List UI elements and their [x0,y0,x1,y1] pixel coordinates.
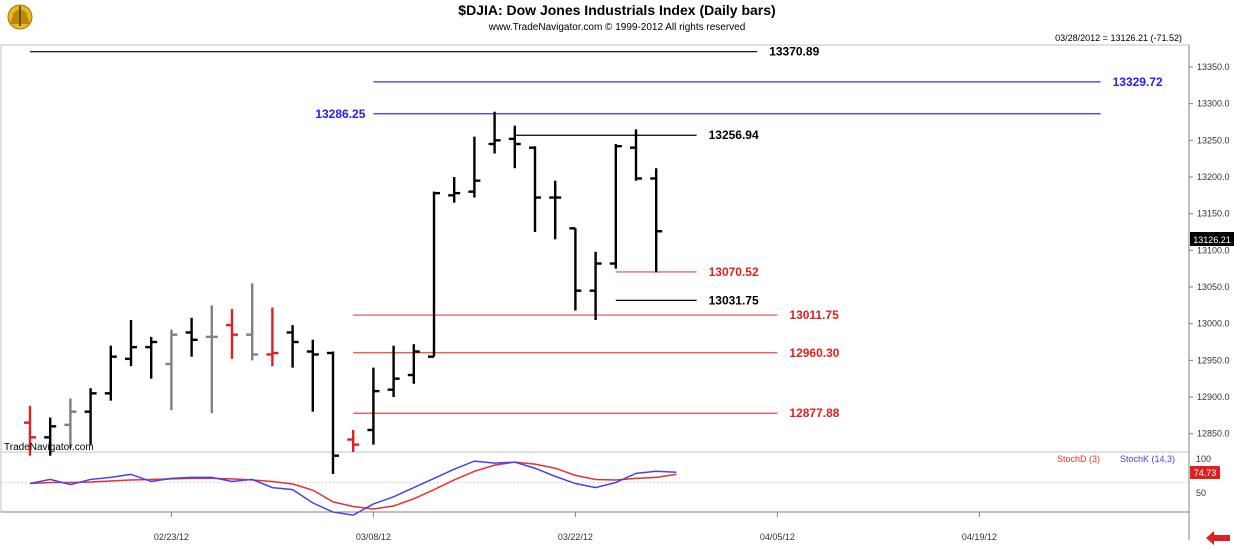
ohlc-bar [246,283,259,361]
stoch-tick-50: 50 [1196,488,1206,498]
price-tick-label: 13200.0 [1197,172,1230,182]
level-label-13256.94: 13256.94 [709,128,759,142]
ohlc-bar [84,388,97,445]
watermark-text: TradeNavigator.com [4,442,94,453]
logo-icon [7,4,33,30]
ohlc-bar [387,345,400,397]
stoch-line-StochK (14,3) [29,460,677,516]
price-tick-label: 13350.0 [1197,62,1230,72]
ohlc-bar [306,339,319,412]
ohlc-bar [125,320,137,367]
ohlc-bar [407,344,420,384]
date-tick-label: 03/22/12 [558,532,593,542]
stoch-tick-100: 100 [1196,454,1211,464]
ohlc-bar [549,180,562,240]
date-tick-label: 02/23/12 [154,532,189,542]
ohlc-bar [630,129,642,181]
ohlc-bar [64,398,77,449]
price-tick-label: 12850.0 [1197,429,1230,439]
stoch-value-tag [1190,466,1220,479]
last-price-value: 13126.21 [1193,235,1231,245]
ohlc-bar [165,329,178,411]
price-tick-label: 13250.0 [1197,135,1230,145]
price-tick-label: 12950.0 [1197,355,1230,365]
ohlc-bar [448,177,461,203]
ohlc-bar [468,136,481,198]
stoch-value: 74.73 [1194,468,1217,478]
price-tick-label: 13150.0 [1197,209,1230,219]
ohlc-bar [367,367,380,445]
price-tick-label: 13000.0 [1197,319,1230,329]
level-label-13329.72: 13329.72 [1113,75,1163,89]
last-quote: 03/28/2012 = 13126.21 (-71.52) [1055,33,1182,43]
date-tick-label: 04/19/12 [962,532,997,542]
stoch-line-StochD (3) [29,461,677,510]
ohlc-bar [286,325,299,368]
ohlc-bar [488,111,501,154]
level-label-13370.89: 13370.89 [769,45,819,59]
date-tick-label: 03/08/12 [356,532,391,542]
level-label-12960.30: 12960.30 [789,346,839,360]
ohlc-bar [266,307,279,367]
level-label-13286.25: 13286.25 [315,107,365,121]
price-tick-label: 13050.0 [1197,282,1230,292]
ohlc-bar [589,251,602,320]
ohlc-bar [24,405,36,456]
ohlc-bar [327,351,339,474]
chart-title: $DJIA: Dow Jones Industrials Index (Dail… [458,2,775,18]
date-tick-label: 04/05/12 [760,532,795,542]
ohlc-bar [347,430,360,452]
ohlc-bar [569,227,582,311]
ohlc-bar [226,309,238,359]
ohlc-bar [145,336,158,379]
level-label-13070.52: 13070.52 [709,265,759,279]
ohlc-bar [650,168,663,273]
price-tick-label: 13300.0 [1197,99,1230,109]
scroll-left-arrow-icon[interactable] [1202,530,1232,546]
ohlc-bar [185,317,198,357]
ohlc-bar [104,345,117,401]
ohlc-bar [44,417,57,456]
price-tick-label: 12900.0 [1197,392,1230,402]
ohlc-bar [508,125,521,169]
stoch-d-legend: StochD (3) [1057,454,1100,464]
chart-subtitle: www.TradeNavigator.com © 1999-2012 All r… [488,22,746,33]
price-tick-label: 13100.0 [1197,245,1230,255]
stoch-k-legend: StochK (14,3) [1120,454,1175,464]
ohlc-bar [609,144,622,269]
ohlc-bar [428,191,440,358]
ohlc-bar [205,305,218,414]
level-label-12877.88: 12877.88 [789,406,839,420]
ohlc-bar [529,146,541,232]
level-label-13031.75: 13031.75 [709,293,759,307]
price-panel-frame [0,44,1190,453]
last-price-tag [1190,232,1234,246]
level-label-13011.75: 13011.75 [789,308,839,322]
